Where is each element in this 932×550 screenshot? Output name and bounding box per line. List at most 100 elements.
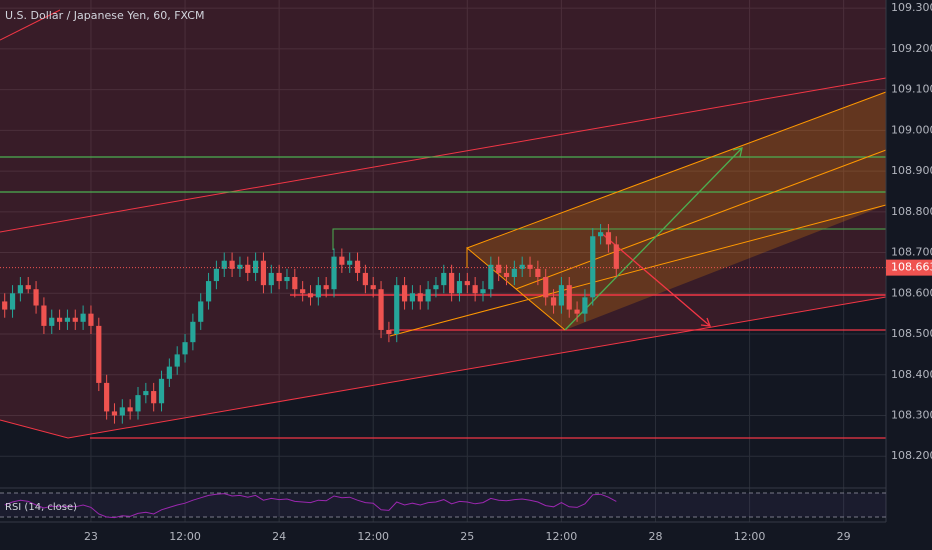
candle-body xyxy=(182,342,188,355)
candle-body xyxy=(441,272,447,286)
level-line xyxy=(332,228,886,250)
candle-body xyxy=(566,285,572,310)
candle-body xyxy=(213,268,220,282)
last-price-box xyxy=(886,259,932,276)
candle-body xyxy=(386,329,392,335)
candle-body xyxy=(17,285,23,294)
rsi-line xyxy=(4,493,617,519)
candle-body xyxy=(409,293,416,302)
candle-body xyxy=(72,317,78,322)
candle-body xyxy=(205,281,212,302)
candle-body xyxy=(456,281,463,294)
y-tick-label: 108.800 xyxy=(891,205,932,218)
candle-body xyxy=(582,297,588,314)
candle-body xyxy=(401,285,408,302)
candle-body xyxy=(315,285,321,298)
pitchfork-line xyxy=(389,204,887,337)
candle-body xyxy=(550,297,557,306)
candle-body xyxy=(284,276,290,282)
candle-body xyxy=(323,285,329,290)
candle-body xyxy=(543,276,549,298)
candle-body xyxy=(331,256,337,290)
candle-body xyxy=(496,264,502,273)
candle-body xyxy=(25,285,31,290)
candle-body xyxy=(605,232,612,245)
y-tick-label: 109.300 xyxy=(891,1,932,14)
candle-body xyxy=(41,305,47,326)
candle-body xyxy=(151,391,157,404)
candle-body xyxy=(64,317,71,322)
candle-body xyxy=(480,289,486,294)
indicator-label: RSI (14, close) xyxy=(5,502,77,513)
pitchfork-line xyxy=(466,91,887,249)
x-tick-label: 28 xyxy=(648,530,662,543)
candle-body xyxy=(190,321,196,343)
candle-body xyxy=(590,236,596,298)
candle-body xyxy=(198,301,204,322)
candle-body xyxy=(394,285,400,335)
candle-body xyxy=(339,256,345,265)
candle-body xyxy=(574,309,580,314)
x-tick-label: 12:00 xyxy=(169,530,201,543)
candles xyxy=(0,224,886,424)
x-tick-label: 12:00 xyxy=(734,530,766,543)
candle-body xyxy=(49,317,55,326)
arrow xyxy=(564,147,743,331)
y-tick-label: 108.400 xyxy=(891,368,932,381)
y-tick-label: 109.000 xyxy=(891,123,932,136)
y-tick-label: 108.700 xyxy=(891,246,932,259)
candle-body xyxy=(354,260,361,273)
candle-body xyxy=(558,285,564,306)
candle-body xyxy=(9,293,16,310)
candle-body xyxy=(527,264,533,269)
candle-body xyxy=(268,272,274,286)
rsi-fill xyxy=(0,493,886,517)
candle-body xyxy=(127,407,133,412)
candle-body xyxy=(425,289,431,302)
y-tick-label: 108.600 xyxy=(891,286,932,299)
red-zone xyxy=(0,0,886,438)
candle-body xyxy=(260,260,267,286)
candle-body xyxy=(111,411,118,416)
candle-body xyxy=(417,293,423,302)
arrow xyxy=(599,231,711,327)
chart-title: U.S. Dollar / Japanese Yen, 60, FXCM xyxy=(5,9,204,22)
y-tick-label: 109.200 xyxy=(891,42,932,55)
y-tick-label: 109.100 xyxy=(891,83,932,96)
arrow-head xyxy=(732,147,743,158)
candle-body xyxy=(433,285,439,290)
candle-body xyxy=(96,325,102,383)
candle-body xyxy=(229,260,235,269)
candle-body xyxy=(166,366,172,379)
candle-body xyxy=(245,264,251,273)
candle-body xyxy=(119,407,125,416)
candle-body xyxy=(237,264,243,269)
candle-body xyxy=(56,317,63,322)
y-tick-label: 108.900 xyxy=(891,164,932,177)
trend-line xyxy=(0,77,887,233)
candle-body xyxy=(597,232,604,237)
candle-body xyxy=(511,268,517,277)
y-tick-label: 108.300 xyxy=(891,408,932,421)
candle-body xyxy=(307,293,314,298)
candle-body xyxy=(174,354,180,367)
trend-line xyxy=(0,9,61,41)
candle-body xyxy=(535,268,541,277)
x-tick-label: 23 xyxy=(84,530,98,543)
candle-body xyxy=(503,272,510,277)
x-tick-label: 12:00 xyxy=(357,530,389,543)
pitchfork-fill xyxy=(467,92,886,330)
candle-body xyxy=(370,285,376,290)
candle-body xyxy=(2,301,8,310)
candle-body xyxy=(347,260,353,265)
y-tick-label: 108.500 xyxy=(891,327,932,340)
x-tick-label: 29 xyxy=(837,530,851,543)
candle-body xyxy=(449,272,455,294)
axes: 108.200 108.300 108.400 108.500 108.600 108.7… xyxy=(84,1,932,543)
candle-body xyxy=(221,260,227,269)
candle-body xyxy=(472,285,478,294)
candle-body xyxy=(362,272,368,286)
